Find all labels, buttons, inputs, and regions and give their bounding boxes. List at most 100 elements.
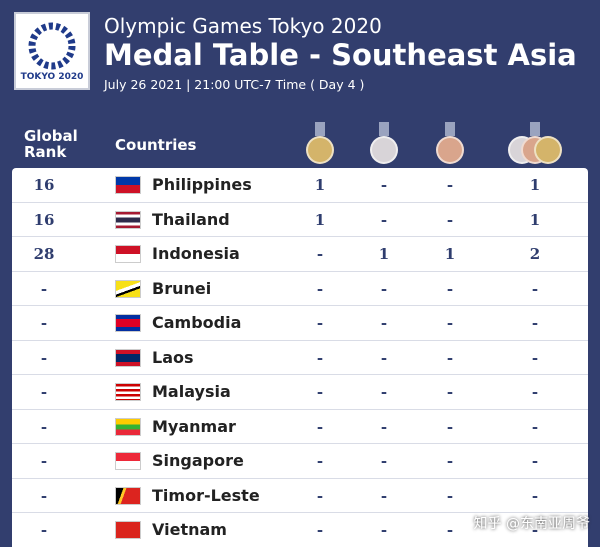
rank: - (40, 486, 48, 505)
watermark: 知乎 @东南亚周爷 (473, 516, 590, 532)
country-name: Singapore (152, 451, 244, 470)
table-row: - Singapore - - - - (12, 444, 588, 479)
title: Olympic Games Tokyo 2020 (104, 14, 382, 38)
table-row: 16 Philippines 1 - - 1 (12, 168, 588, 203)
medal-count: - (380, 486, 388, 505)
flag (115, 417, 141, 436)
medal-count: - (380, 348, 388, 367)
medal-count: - (316, 417, 324, 436)
column-header: Global Rank (24, 127, 78, 161)
medal-count: - (316, 452, 324, 470)
medal-count: - (316, 245, 324, 263)
rank: - (40, 417, 48, 436)
flag (115, 521, 141, 539)
medal-count: - (446, 314, 454, 332)
medal-count: - (380, 521, 388, 539)
medal-count: - (380, 176, 388, 194)
rank: 16 (33, 210, 55, 229)
flag (115, 383, 141, 401)
flag (115, 348, 141, 367)
country-name: Vietnam (152, 520, 227, 539)
medal-count: - (380, 314, 388, 332)
table-row: - Laos - - - - (12, 341, 588, 375)
medal-count: 1 (314, 176, 326, 194)
flag (115, 486, 141, 505)
country-name: Philippines (152, 175, 252, 194)
country-name: Myanmar (152, 416, 236, 436)
flag (115, 452, 141, 470)
medal-count: - (316, 521, 324, 539)
rank: - (40, 452, 48, 470)
country-name: Cambodia (152, 313, 242, 332)
medal-count: - (531, 383, 539, 401)
logo-text: TOKYO 2020 (20, 72, 84, 82)
table-row: - Cambodia - - - - (12, 306, 588, 341)
medal-count: - (446, 176, 454, 194)
medal-count: - (531, 279, 539, 298)
country-name: Thailand (152, 209, 230, 229)
flag (115, 279, 141, 298)
flag (115, 210, 141, 229)
total-medal-icon (534, 136, 562, 164)
silver-medal-icon (370, 136, 398, 164)
medal-count: 1 (444, 245, 456, 263)
bronze-medal-icon (436, 136, 464, 164)
country-name: Timor-Leste (152, 485, 260, 505)
flag (115, 176, 141, 194)
country-name: Brunei (152, 278, 212, 298)
medal-count: - (446, 417, 454, 436)
medal-count: - (316, 348, 324, 367)
medal-count: - (531, 348, 539, 367)
table-row: - Brunei - - - - (12, 272, 588, 306)
medal-count: - (316, 314, 324, 332)
ribbon (445, 122, 455, 136)
table-row: - Myanmar - - - - (12, 410, 588, 444)
column-header: Countries (115, 136, 197, 154)
table-row: - Timor-Leste - - - - (12, 479, 588, 513)
medal-count: - (380, 417, 388, 436)
country-name: Laos (152, 347, 194, 367)
medal-count: 1 (529, 176, 541, 194)
table-row: - Malaysia - - - - (12, 375, 588, 410)
medal-count: 1 (314, 210, 326, 229)
subtitle: Medal Table - Southeast Asia (104, 38, 577, 72)
medal-table: 16 Philippines 1 - - 1 16 Thailand 1 - - 1 28 Indones… (12, 168, 588, 547)
table-row: 28 Indonesia - 1 1 2 (12, 237, 588, 272)
medal-count: - (446, 348, 454, 367)
rank: - (40, 348, 48, 367)
rank: 16 (33, 176, 55, 194)
rank: 28 (33, 245, 55, 263)
date: July 26 2021 | 21:00 UTC-7 Time ( Day 4 … (104, 77, 365, 92)
gold-medal-icon (306, 136, 334, 164)
medal-count: - (380, 210, 388, 229)
table-row: 16 Thailand 1 - - 1 (12, 203, 588, 237)
medal-count: - (380, 452, 388, 470)
ribbon (315, 122, 325, 136)
medal-count: - (446, 383, 454, 401)
medal-count: - (531, 521, 539, 539)
medal-count: - (316, 486, 324, 505)
rank: - (40, 383, 48, 401)
logo: TOKYO 2020 (14, 12, 90, 90)
medal-count: - (446, 521, 454, 539)
medal-count: - (531, 452, 539, 470)
medal-count: 1 (529, 210, 541, 229)
medal-count: - (446, 210, 454, 229)
medal-count: - (531, 417, 539, 436)
rank: - (40, 314, 48, 332)
medal-count: - (316, 383, 324, 401)
medal-count: - (380, 279, 388, 298)
ribbon (379, 122, 389, 136)
medal-count: - (380, 383, 388, 401)
medal-count: - (446, 486, 454, 505)
medal-count: - (316, 279, 324, 298)
flag (115, 314, 141, 332)
rank: - (40, 279, 48, 298)
medal-count: - (531, 486, 539, 505)
medal-count: - (446, 279, 454, 298)
ribbon (530, 122, 540, 136)
medal-count: - (446, 452, 454, 470)
medal-count: 2 (529, 245, 541, 263)
medal-count: 1 (378, 245, 390, 263)
